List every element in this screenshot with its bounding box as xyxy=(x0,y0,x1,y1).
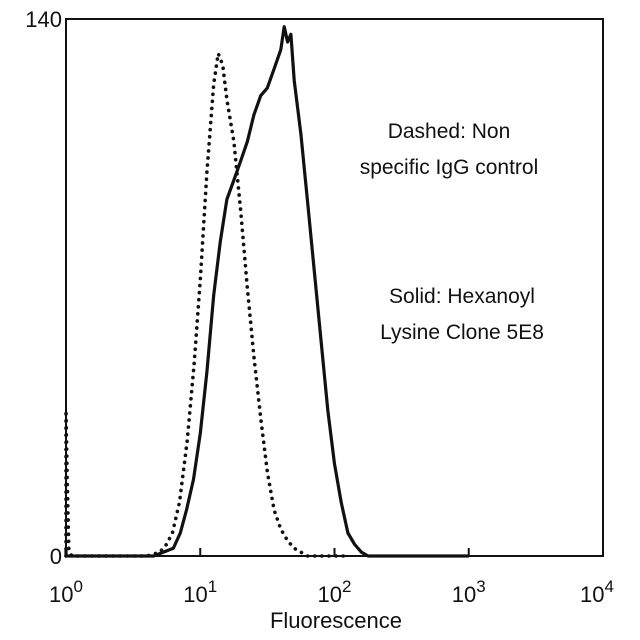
x-tick-label: 104 xyxy=(580,577,614,607)
annotation-dashed-line-1: Dashed: Non xyxy=(388,120,511,143)
series-solid-antibody-line xyxy=(64,25,469,558)
annotation-solid-line-2: Lysine Clone 5E8 xyxy=(380,321,544,344)
x-tick-label: 101 xyxy=(183,577,217,607)
y-tick-label: 0 xyxy=(50,544,62,569)
x-axis-title: Fluorescence xyxy=(270,608,402,633)
series-dashed-control-line xyxy=(64,51,347,558)
annotation-solid-line-1: Solid: Hexanoyl xyxy=(389,285,535,308)
x-tick-label: 102 xyxy=(318,577,352,607)
annotation-dashed-line-2: specific IgG control xyxy=(360,156,539,179)
x-tick-label: 103 xyxy=(452,577,486,607)
y-tick-label: 140 xyxy=(25,7,62,32)
series-layer xyxy=(64,25,469,558)
ticks-layer: 100 101 102 103 104 0 140 xyxy=(25,7,614,607)
x-tick-label: 100 xyxy=(49,577,83,607)
